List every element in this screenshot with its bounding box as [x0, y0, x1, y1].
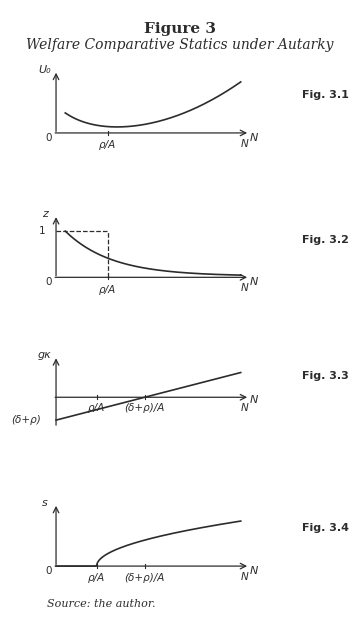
Text: N: N: [249, 395, 258, 405]
Text: z: z: [42, 210, 48, 219]
Text: Welfare Comparative Statics under Autarky: Welfare Comparative Statics under Autark…: [26, 38, 334, 52]
Text: s: s: [42, 498, 48, 508]
Text: Figure 3: Figure 3: [144, 22, 216, 36]
Text: (δ+ρ)/A: (δ+ρ)/A: [125, 403, 165, 413]
Text: N: N: [249, 566, 258, 576]
Text: 0: 0: [45, 566, 52, 576]
Text: Source: the author.: Source: the author.: [47, 599, 155, 609]
Text: N: N: [240, 572, 248, 582]
Text: Fig. 3.1: Fig. 3.1: [302, 90, 348, 100]
Text: U₀: U₀: [39, 65, 51, 75]
Text: N: N: [249, 277, 258, 287]
Text: N: N: [249, 133, 258, 142]
Text: gκ: gκ: [38, 350, 52, 360]
Text: 0: 0: [45, 277, 52, 287]
Text: N: N: [240, 403, 248, 413]
Text: N: N: [240, 283, 248, 293]
Text: Fig. 3.4: Fig. 3.4: [302, 523, 349, 534]
Text: N: N: [240, 139, 248, 149]
Text: 0: 0: [45, 133, 52, 142]
Text: ρ/A: ρ/A: [88, 403, 105, 413]
Text: ρ/A: ρ/A: [99, 140, 116, 150]
Text: ρ/A: ρ/A: [88, 573, 105, 583]
Text: (δ+ρ)/A: (δ+ρ)/A: [125, 573, 165, 583]
Text: ρ/A: ρ/A: [99, 284, 116, 295]
Text: Fig. 3.2: Fig. 3.2: [302, 235, 348, 245]
Text: Fig. 3.3: Fig. 3.3: [302, 371, 348, 381]
Text: (δ+ρ): (δ+ρ): [12, 415, 41, 425]
Text: 1: 1: [38, 226, 45, 236]
